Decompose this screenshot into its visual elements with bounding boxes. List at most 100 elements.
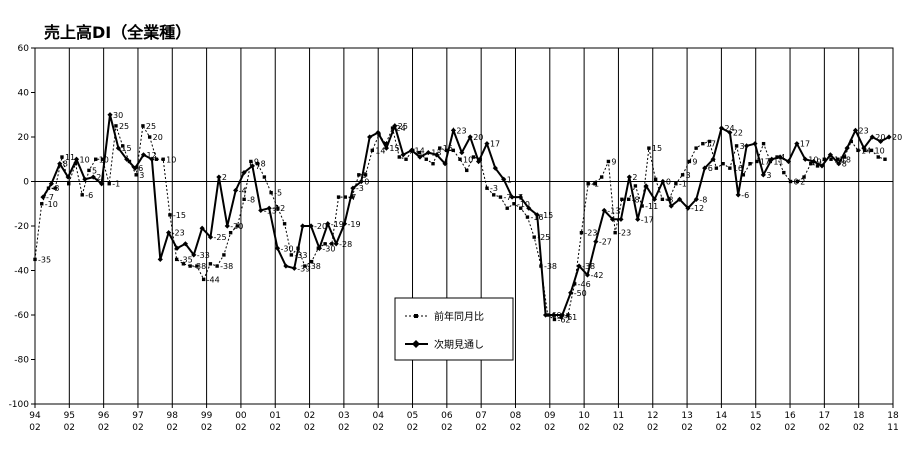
data-label: -38 xyxy=(582,262,595,271)
x-tick-month: 02 xyxy=(338,423,349,433)
data-label: -20 xyxy=(314,222,327,231)
data-label: 30 xyxy=(113,111,123,120)
data-label: 10 xyxy=(808,155,818,164)
data-point-yoy xyxy=(653,177,658,181)
data-point-next-outlook xyxy=(568,290,574,296)
data-point-yoy xyxy=(417,150,422,155)
x-tick-month: 02 xyxy=(819,423,830,433)
x-tick-month: 02 xyxy=(167,423,178,433)
data-label: -11 xyxy=(645,202,658,211)
data-label: 9 xyxy=(692,157,697,166)
data-point-yoy xyxy=(552,317,557,322)
x-tick-year: 98 xyxy=(167,411,179,421)
data-point-next-outlook xyxy=(844,145,850,151)
x-tick-month: 02 xyxy=(201,423,212,433)
data-label: 24 xyxy=(396,124,406,133)
data-point-yoy xyxy=(842,155,847,159)
data-label: -1 xyxy=(591,180,599,189)
y-tick-label: 60 xyxy=(18,44,30,54)
data-point-next-outlook xyxy=(266,205,272,211)
data-label: 4 xyxy=(780,153,785,162)
data-point-next-outlook xyxy=(651,196,658,202)
data-point-next-outlook xyxy=(308,223,314,229)
data-label: -28 xyxy=(339,240,352,249)
x-tick-year: 99 xyxy=(201,411,213,421)
data-label: 9 xyxy=(254,157,259,166)
data-point-yoy xyxy=(343,195,348,199)
data-point-next-outlook xyxy=(551,312,557,318)
data-label: -35 xyxy=(38,255,51,264)
data-point-next-outlook xyxy=(769,156,775,162)
x-tick-year: 96 xyxy=(98,411,110,421)
legend-marker-series-2 xyxy=(412,340,420,348)
x-tick-year: 16 xyxy=(784,411,796,421)
data-label: 23 xyxy=(456,126,466,135)
data-point-yoy xyxy=(795,179,800,184)
data-point-next-outlook xyxy=(752,141,758,147)
data-label: -10 xyxy=(45,200,58,209)
data-point-yoy xyxy=(303,264,307,268)
data-label: -15 xyxy=(540,211,553,220)
data-point-yoy xyxy=(222,253,226,257)
data-point-yoy xyxy=(424,157,428,161)
data-point-yoy xyxy=(512,202,516,206)
data-point-next-outlook xyxy=(182,241,188,247)
data-point-yoy xyxy=(579,230,584,235)
data-label: -7 xyxy=(46,193,54,202)
data-label: 20 xyxy=(473,133,483,142)
data-point-yoy xyxy=(255,162,260,166)
data-point-yoy xyxy=(33,257,37,262)
data-label: 8 xyxy=(261,160,266,169)
data-point-next-outlook xyxy=(90,174,96,180)
x-tick-month: 02 xyxy=(578,423,589,433)
data-label: -8 xyxy=(665,195,673,204)
data-point-yoy xyxy=(613,230,617,235)
x-tick-year: 04 xyxy=(372,411,384,421)
data-point-next-outlook xyxy=(300,223,306,229)
data-label: 25 xyxy=(119,122,129,131)
data-point-next-outlook xyxy=(442,161,448,167)
data-point-next-outlook xyxy=(886,134,892,140)
data-point-yoy xyxy=(444,148,449,153)
x-tick-year: 14 xyxy=(716,411,728,421)
data-label: -61 xyxy=(564,313,577,322)
data-point-next-outlook xyxy=(124,156,130,162)
data-point-yoy xyxy=(802,175,806,179)
data-label: -60 xyxy=(549,311,562,320)
x-tick-month: 02 xyxy=(784,423,795,433)
data-point-yoy xyxy=(161,157,165,161)
data-label: 0 xyxy=(794,178,799,187)
data-label: 11 xyxy=(773,157,783,166)
data-label: 10 xyxy=(875,146,885,155)
x-tick-year: 07 xyxy=(475,411,486,421)
data-point-yoy xyxy=(195,264,199,268)
data-point-next-outlook xyxy=(199,225,205,231)
data-point-next-outlook xyxy=(174,245,180,251)
data-point-next-outlook xyxy=(258,207,264,214)
x-tick-year: 09 xyxy=(544,411,556,421)
data-label: -19 xyxy=(348,220,361,229)
x-tick-month: 02 xyxy=(407,423,418,433)
data-point-yoy xyxy=(633,184,638,188)
data-label: 11 xyxy=(65,153,75,162)
data-label: 8 xyxy=(63,160,68,169)
data-label: -33 xyxy=(197,251,210,260)
data-label: -1 xyxy=(679,180,687,189)
data-point-yoy xyxy=(519,206,523,210)
x-tick-month: 02 xyxy=(372,423,383,433)
data-label: -25 xyxy=(214,233,227,242)
data-point-next-outlook xyxy=(375,129,381,136)
data-point-yoy xyxy=(721,162,725,166)
data-label: -8 xyxy=(632,195,640,204)
data-point-yoy xyxy=(289,253,294,257)
legend-label-series-2: 次期見通し xyxy=(434,338,484,351)
x-tick-month: 02 xyxy=(716,423,727,433)
data-point-yoy xyxy=(505,206,509,210)
data-label: -39 xyxy=(297,264,310,273)
x-tick-year: 12 xyxy=(647,411,658,421)
data-label: -8 xyxy=(699,195,707,204)
data-point-yoy xyxy=(269,190,273,195)
data-point-next-outlook xyxy=(693,196,699,202)
data-point-yoy xyxy=(836,157,840,161)
